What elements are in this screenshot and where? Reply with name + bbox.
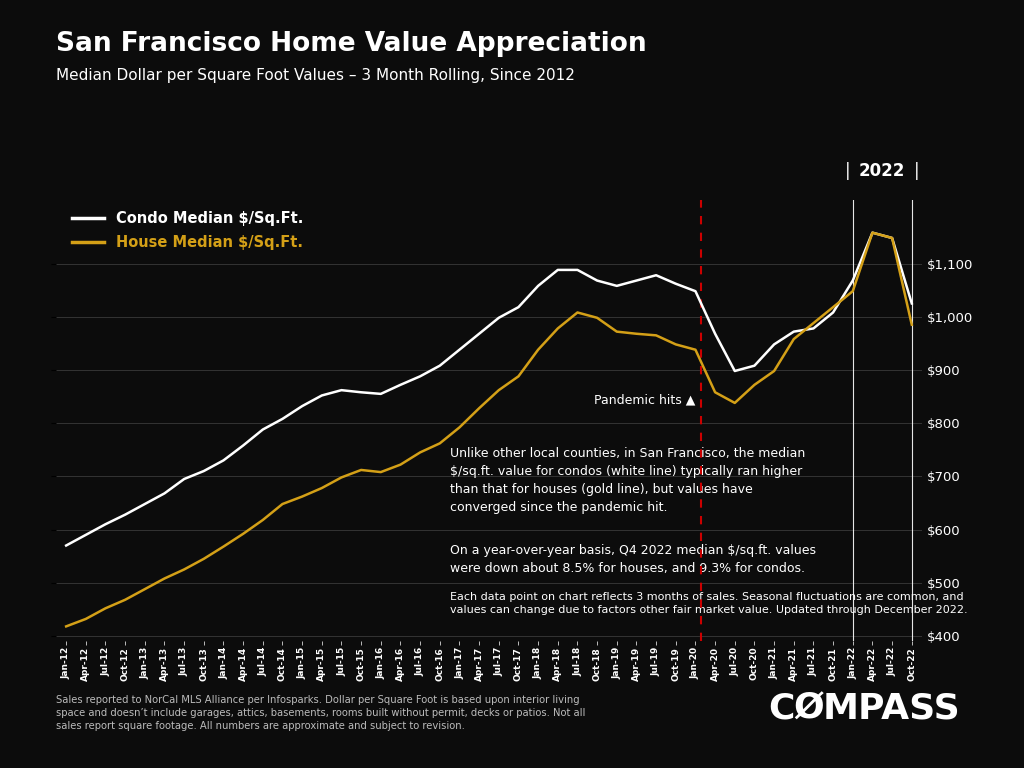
Text: Ø: Ø bbox=[794, 692, 824, 726]
Text: MPASS: MPASS bbox=[822, 692, 961, 726]
Text: |: | bbox=[845, 163, 851, 180]
Text: Unlike other local counties, in San Francisco, the median
$/sq.ft. value for con: Unlike other local counties, in San Fran… bbox=[450, 447, 805, 514]
Text: Each data point on chart reflects 3 months of sales. Seasonal fluctuations are c: Each data point on chart reflects 3 mont… bbox=[450, 591, 968, 614]
Text: Sales reported to NorCal MLS Alliance per Infosparks. Dollar per Square Foot is : Sales reported to NorCal MLS Alliance pe… bbox=[56, 695, 586, 731]
Legend: Condo Median $/Sq.Ft., House Median $/Sq.Ft.: Condo Median $/Sq.Ft., House Median $/Sq… bbox=[73, 211, 303, 250]
Text: San Francisco Home Value Appreciation: San Francisco Home Value Appreciation bbox=[56, 31, 647, 57]
Text: |: | bbox=[914, 163, 920, 180]
Text: Median Dollar per Square Foot Values – 3 Month Rolling, Since 2012: Median Dollar per Square Foot Values – 3… bbox=[56, 68, 575, 83]
Text: C: C bbox=[768, 692, 795, 726]
Text: 2022: 2022 bbox=[859, 163, 905, 180]
Text: On a year-over-year basis, Q4 2022 median $/sq.ft. values
were down about 8.5% f: On a year-over-year basis, Q4 2022 media… bbox=[450, 545, 816, 575]
Text: Pandemic hits ▲: Pandemic hits ▲ bbox=[594, 394, 695, 407]
